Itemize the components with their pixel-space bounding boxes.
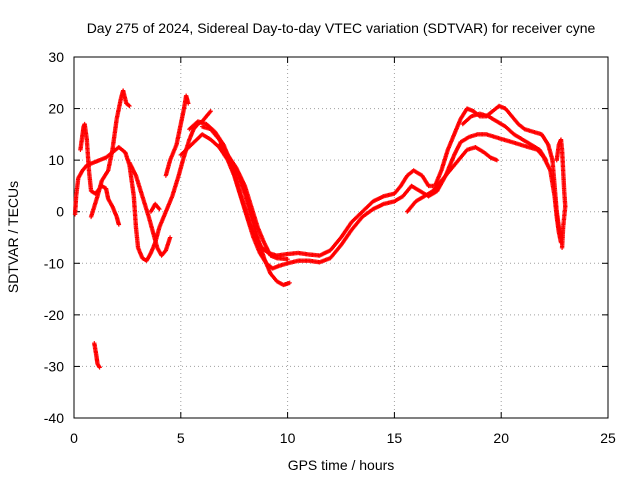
data-point (97, 365, 102, 370)
x-tick-label: 15 (387, 430, 403, 446)
chart-title: Day 275 of 2024, Sidereal Day-to-day VTE… (87, 20, 596, 36)
series-track-11 (217, 142, 290, 262)
x-axis-label: GPS time / hours (288, 457, 395, 473)
data-point (494, 157, 500, 163)
data-point (126, 103, 131, 108)
axis-ticks: 0 5 10 15 20 25 -40 -30 -20 -10 0 10 20 30 (44, 49, 616, 446)
plot-frame (73, 56, 609, 419)
x-tick-label: 5 (177, 430, 185, 446)
y-tick-label: 30 (48, 49, 64, 65)
x-tick-label: 0 (70, 430, 78, 446)
series-track-6 (148, 201, 162, 214)
data-point (559, 245, 565, 251)
series-track-12 (405, 145, 500, 214)
data-point (116, 222, 122, 227)
data-point (207, 109, 213, 115)
series-track-13 (460, 111, 549, 163)
y-tick-label: -30 (44, 358, 64, 374)
grid (74, 57, 608, 418)
y-tick-label: -40 (44, 410, 64, 426)
series-track-2 (78, 121, 122, 227)
data-points (72, 88, 568, 370)
data-point (543, 157, 549, 163)
series-track-9 (178, 132, 564, 271)
series-track-3 (88, 88, 132, 220)
data-point (285, 256, 290, 262)
data-point (167, 235, 173, 240)
y-tick-label: -20 (44, 307, 64, 323)
x-tick-label: 10 (280, 430, 296, 446)
y-tick-label: 20 (48, 101, 64, 117)
data-point (156, 206, 161, 211)
data-point (186, 101, 191, 106)
data-point (157, 206, 162, 212)
series-track-5 (127, 160, 173, 258)
y-axis-label: SDTVAR / TECUs (5, 181, 21, 293)
series-track-4 (92, 341, 102, 370)
y-tick-label: 0 (56, 204, 64, 220)
y-tick-label: -10 (44, 255, 64, 271)
data-point (287, 280, 292, 286)
y-tick-label: 10 (48, 152, 64, 168)
x-tick-label: 25 (600, 430, 616, 446)
data-point (127, 103, 132, 109)
series-track-7 (163, 93, 191, 178)
series-track-14 (554, 137, 568, 251)
series-track-1 (72, 108, 213, 263)
x-tick-label: 20 (493, 430, 509, 446)
data-point (208, 108, 213, 114)
